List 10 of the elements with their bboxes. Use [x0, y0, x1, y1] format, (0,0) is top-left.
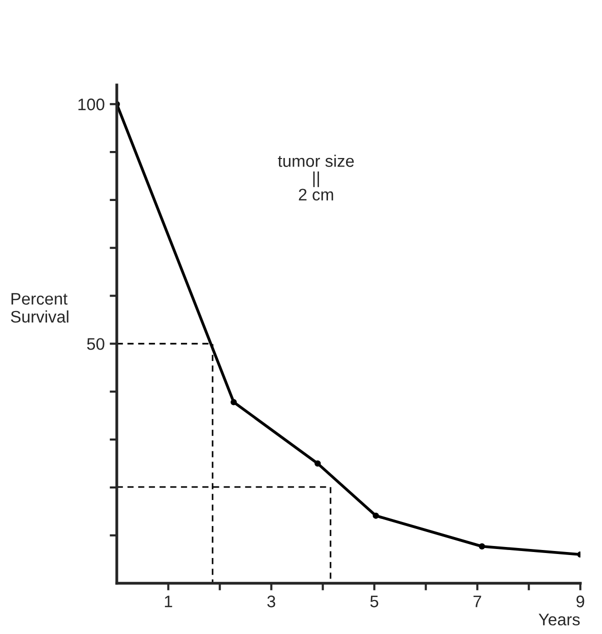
y-tick-label: 50 — [87, 338, 104, 350]
x-axis-title: Years — [538, 614, 580, 626]
x-tick-label: 7 — [474, 596, 482, 608]
x-tick-label: 5 — [370, 596, 378, 608]
annotation: tumor size || 2 cm — [278, 154, 354, 201]
y-axis-title: Percent Survival — [10, 293, 68, 323]
x-tick-label: 3 — [267, 596, 276, 608]
x-tick-label: 9 — [576, 596, 584, 608]
y-tick-label: 100 — [78, 98, 104, 110]
x-tick-label: 1 — [164, 596, 172, 608]
